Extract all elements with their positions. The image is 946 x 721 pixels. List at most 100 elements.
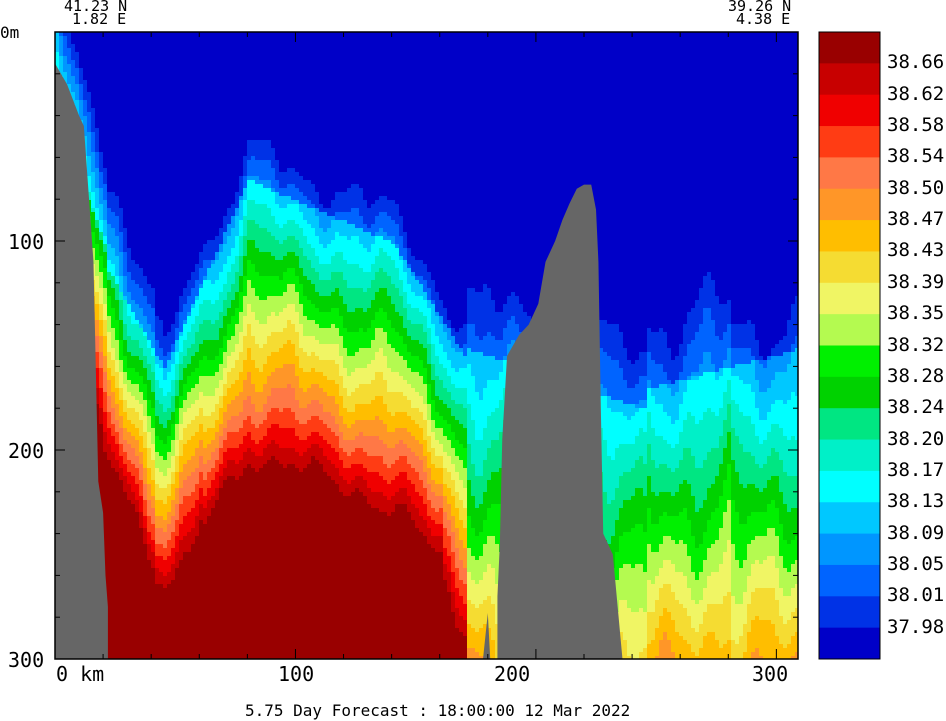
salinity-cell [707,72,712,77]
salinity-cell [291,92,296,97]
salinity-cell [587,52,592,57]
salinity-cell [391,128,396,133]
salinity-cell [327,116,332,121]
salinity-cell [355,80,360,85]
salinity-cell [483,32,488,37]
salinity-cell [75,56,80,61]
salinity-cell [755,88,760,93]
salinity-cell [87,128,92,133]
salinity-cell [315,128,320,133]
salinity-cell [91,128,96,133]
salinity-cell [387,56,392,61]
salinity-cell [331,48,336,53]
salinity-cell [635,64,640,69]
salinity-cell [527,124,532,129]
salinity-cell [731,64,736,69]
salinity-cell [199,124,204,129]
salinity-cell [399,120,404,125]
salinity-cell [655,76,660,81]
salinity-cell [63,76,68,81]
salinity-cell [123,128,128,133]
salinity-cell [535,88,540,93]
salinity-cell [239,76,244,81]
salinity-cell [619,64,624,69]
salinity-cell [771,120,776,125]
salinity-cell [199,88,204,93]
salinity-cell [675,68,680,73]
salinity-cell [451,120,456,125]
salinity-cell [311,96,316,101]
salinity-cell [539,48,544,53]
salinity-cell [791,100,796,105]
salinity-cell [103,32,108,37]
salinity-cell [263,108,268,113]
salinity-cell [467,116,472,121]
salinity-cell [171,132,176,137]
salinity-cell [183,96,188,101]
salinity-cell [343,124,348,129]
salinity-cell [387,84,392,89]
salinity-cell [703,64,708,69]
salinity-cell [687,100,692,105]
salinity-cell [715,92,720,97]
salinity-cell [323,120,328,125]
salinity-cell [619,32,624,37]
salinity-cell [727,116,732,121]
salinity-cell [183,64,188,69]
salinity-cell [499,132,504,137]
salinity-cell [287,112,292,117]
salinity-cell [663,56,668,61]
salinity-cell [479,128,484,133]
salinity-cell [711,40,716,45]
salinity-cell [707,120,712,125]
salinity-cell [663,64,668,69]
salinity-cell [319,120,324,125]
salinity-cell [211,80,216,85]
salinity-cell [191,120,196,125]
salinity-cell [171,48,176,53]
salinity-cell [123,44,128,49]
salinity-cell [363,120,368,125]
salinity-cell [455,132,460,137]
salinity-cell [591,72,596,77]
salinity-cell [719,132,724,137]
salinity-cell [231,100,236,105]
salinity-cell [639,60,644,65]
salinity-cell [299,76,304,81]
salinity-cell [463,48,468,53]
salinity-cell [579,132,584,137]
salinity-cell [683,92,688,97]
salinity-cell [83,124,88,129]
salinity-cell [487,64,492,69]
salinity-cell [695,96,700,101]
salinity-cell [735,68,740,73]
salinity-cell [595,32,600,37]
salinity-cell [135,52,140,57]
salinity-cell [419,76,424,81]
salinity-cell [487,72,492,77]
salinity-cell [227,80,232,85]
salinity-cell [191,64,196,69]
salinity-cell [123,88,128,93]
salinity-cell [271,88,276,93]
salinity-cell [223,36,228,41]
salinity-cell [431,40,436,45]
salinity-cell [499,116,504,121]
salinity-cell [771,104,776,109]
salinity-cell [351,40,356,45]
salinity-cell [647,80,652,85]
salinity-cell [399,92,404,97]
salinity-cell [715,128,720,133]
salinity-cell [87,136,92,141]
salinity-cell [699,48,704,53]
salinity-cell [135,104,140,109]
salinity-cell [363,36,368,41]
salinity-cell [463,76,468,81]
salinity-cell [439,108,444,113]
salinity-cell [743,128,748,133]
salinity-cell [459,124,464,129]
salinity-cell [183,88,188,93]
salinity-cell [791,44,796,49]
salinity-cell [639,92,644,97]
salinity-cell [599,116,604,121]
